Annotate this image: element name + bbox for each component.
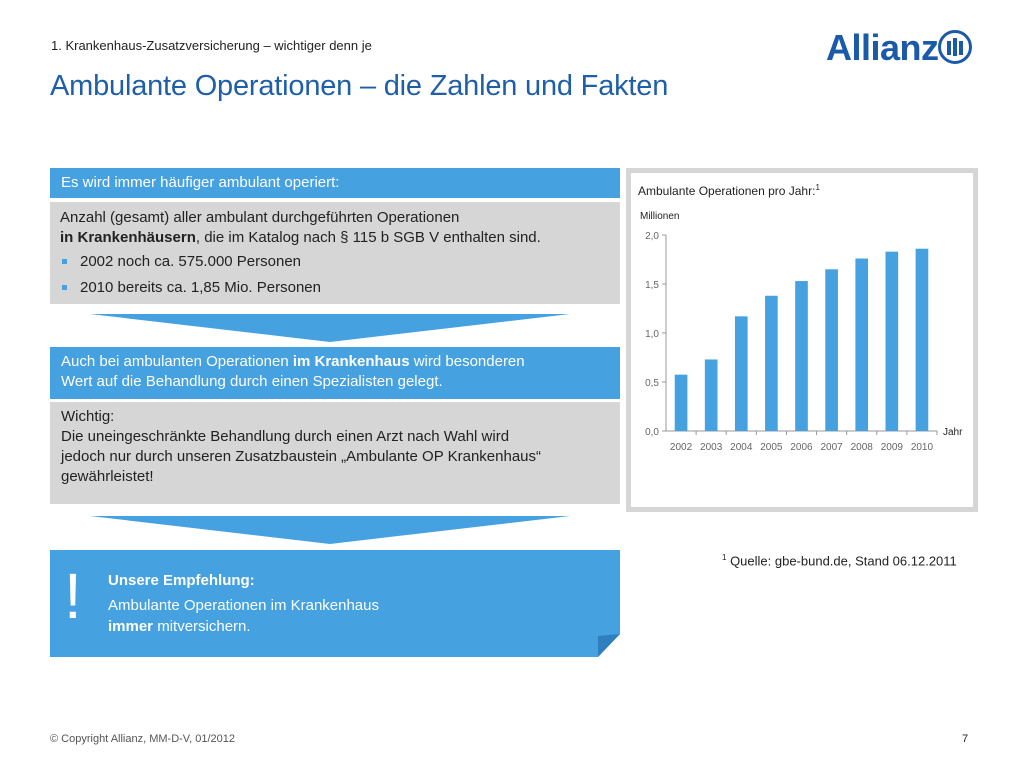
- chart-title-text: Ambulante Operationen pro Jahr:: [638, 184, 816, 198]
- specialist-line-1-pre: Auch bei ambulanten Operationen: [61, 353, 293, 370]
- section-label: 1. Krankenhaus-Zusatzversicherung – wich…: [51, 38, 372, 53]
- source-sup: 1: [722, 553, 727, 562]
- specialist-line-2: Wert auf die Behandlung durch einen Spez…: [61, 373, 443, 390]
- chart-title-sup: 1: [815, 183, 820, 192]
- y-tick-label: 1,5: [645, 280, 659, 291]
- bar-2005: [765, 295, 778, 431]
- bar-chart: Millionen Jahr 0,0 0,5 1,0 1,5 2,0 2002 2003 2004…: [640, 211, 963, 453]
- bar-2009: [885, 251, 899, 431]
- x-axis-label: Jahr: [943, 427, 963, 438]
- facts-header: Es wird immer häufiger ambulant operiert…: [50, 168, 620, 198]
- x-tick-label: 2003: [700, 442, 723, 453]
- facts-line-1: Anzahl (gesamt) aller ambulant durchgefü…: [60, 209, 460, 226]
- important-line-2: Die uneingeschränkte Behandlung durch ei…: [61, 428, 510, 445]
- recommendation-line-2-bold: immer: [108, 618, 154, 635]
- x-tick-label: 2007: [820, 442, 843, 453]
- y-tick-label: 0,0: [645, 427, 659, 438]
- chart-panel: Ambulante Operationen pro Jahr:1 Million…: [626, 168, 978, 512]
- source-text: Quelle: gbe-bund.de, Stand 06.12.2011: [726, 553, 957, 569]
- important-box: Wichtig: Die uneingeschränkte Behandlung…: [50, 402, 620, 504]
- important-line-3: jedoch nur durch unseren Zusatzbaustein …: [61, 448, 542, 465]
- bar-2002: [674, 374, 688, 431]
- facts-line-2: in Krankenhäusern, die im Katalog nach §…: [60, 228, 610, 248]
- y-tick-label: 2,0: [645, 231, 659, 242]
- specialist-line-1-post: wird besonderen: [409, 353, 525, 370]
- bar-2010: [915, 248, 929, 431]
- allianz-logo: Allianz: [826, 28, 976, 70]
- facts-bullet-list: 2002 noch ca. 575.000 Personen 2010 bere…: [60, 252, 610, 298]
- y-tick-label: 0,5: [645, 378, 659, 389]
- important-line-4: gewährleistet!: [61, 468, 154, 485]
- facts-line-2-rest: , die im Katalog nach § 115 b SGB V enth…: [195, 229, 541, 246]
- recommendation-bg: [50, 550, 620, 657]
- recommendation-title: Unsere Empfehlung:: [108, 572, 255, 589]
- source-note: 1 Quelle: gbe-bund.de, Stand 06.12.2011: [722, 553, 957, 568]
- bar-2004: [734, 316, 748, 431]
- recommendation-line-1: Ambulante Operationen im Krankenhaus: [108, 597, 379, 614]
- specialist-line-1-bold: im Krankenhaus: [292, 353, 410, 370]
- x-tick-label: 2009: [881, 442, 904, 453]
- page-title: Ambulante Operationen – die Zahlen und F…: [50, 70, 669, 102]
- recommendation-box: ! Unsere Empfehlung: Ambulante Operation…: [50, 550, 620, 657]
- x-tick-label: 2010: [911, 442, 934, 453]
- x-tick-label: 2005: [760, 442, 783, 453]
- logo-text: Allianz: [826, 27, 939, 68]
- x-tick-label: 2006: [790, 442, 813, 453]
- x-tick-label: 2004: [730, 442, 753, 453]
- recommendation-line-2: immer mitversichern.: [108, 618, 251, 635]
- list-item: 2002 noch ca. 575.000 Personen: [60, 252, 610, 272]
- y-axis-label: Millionen: [640, 211, 679, 222]
- important-line-1: Wichtig:: [61, 408, 115, 425]
- exclamation-icon: !: [64, 560, 82, 632]
- chart-title: Ambulante Operationen pro Jahr:1: [638, 183, 820, 198]
- recommendation-line-2-rest: mitversichern.: [153, 618, 251, 635]
- facts-line-2-bold: in Krankenhäusern: [60, 229, 196, 246]
- bar-2006: [795, 281, 808, 431]
- bar-2008: [855, 258, 869, 431]
- page-number: 7: [962, 733, 969, 745]
- bar-2007: [825, 269, 838, 431]
- facts-body: Anzahl (gesamt) aller ambulant durchgefü…: [50, 202, 620, 304]
- list-item: 2010 bereits ca. 1,85 Mio. Personen: [60, 278, 610, 298]
- down-arrow-1: [90, 314, 570, 342]
- copyright: © Copyright Allianz, MM-D-V, 01/2012: [50, 733, 236, 745]
- x-tick-label: 2008: [851, 442, 874, 453]
- y-tick-label: 1,0: [645, 329, 659, 340]
- specialist-box: Auch bei ambulanten Operationen im Krank…: [50, 347, 620, 399]
- chart-inner: Ambulante Operationen pro Jahr:1 Million…: [631, 173, 973, 507]
- bar-2003: [704, 359, 718, 431]
- specialist-line-1: Auch bei ambulanten Operationen im Krank…: [61, 352, 609, 372]
- down-arrow-2: [90, 516, 570, 544]
- allianz-eagle-icon: [938, 30, 972, 64]
- x-tick-label: 2002: [670, 442, 693, 453]
